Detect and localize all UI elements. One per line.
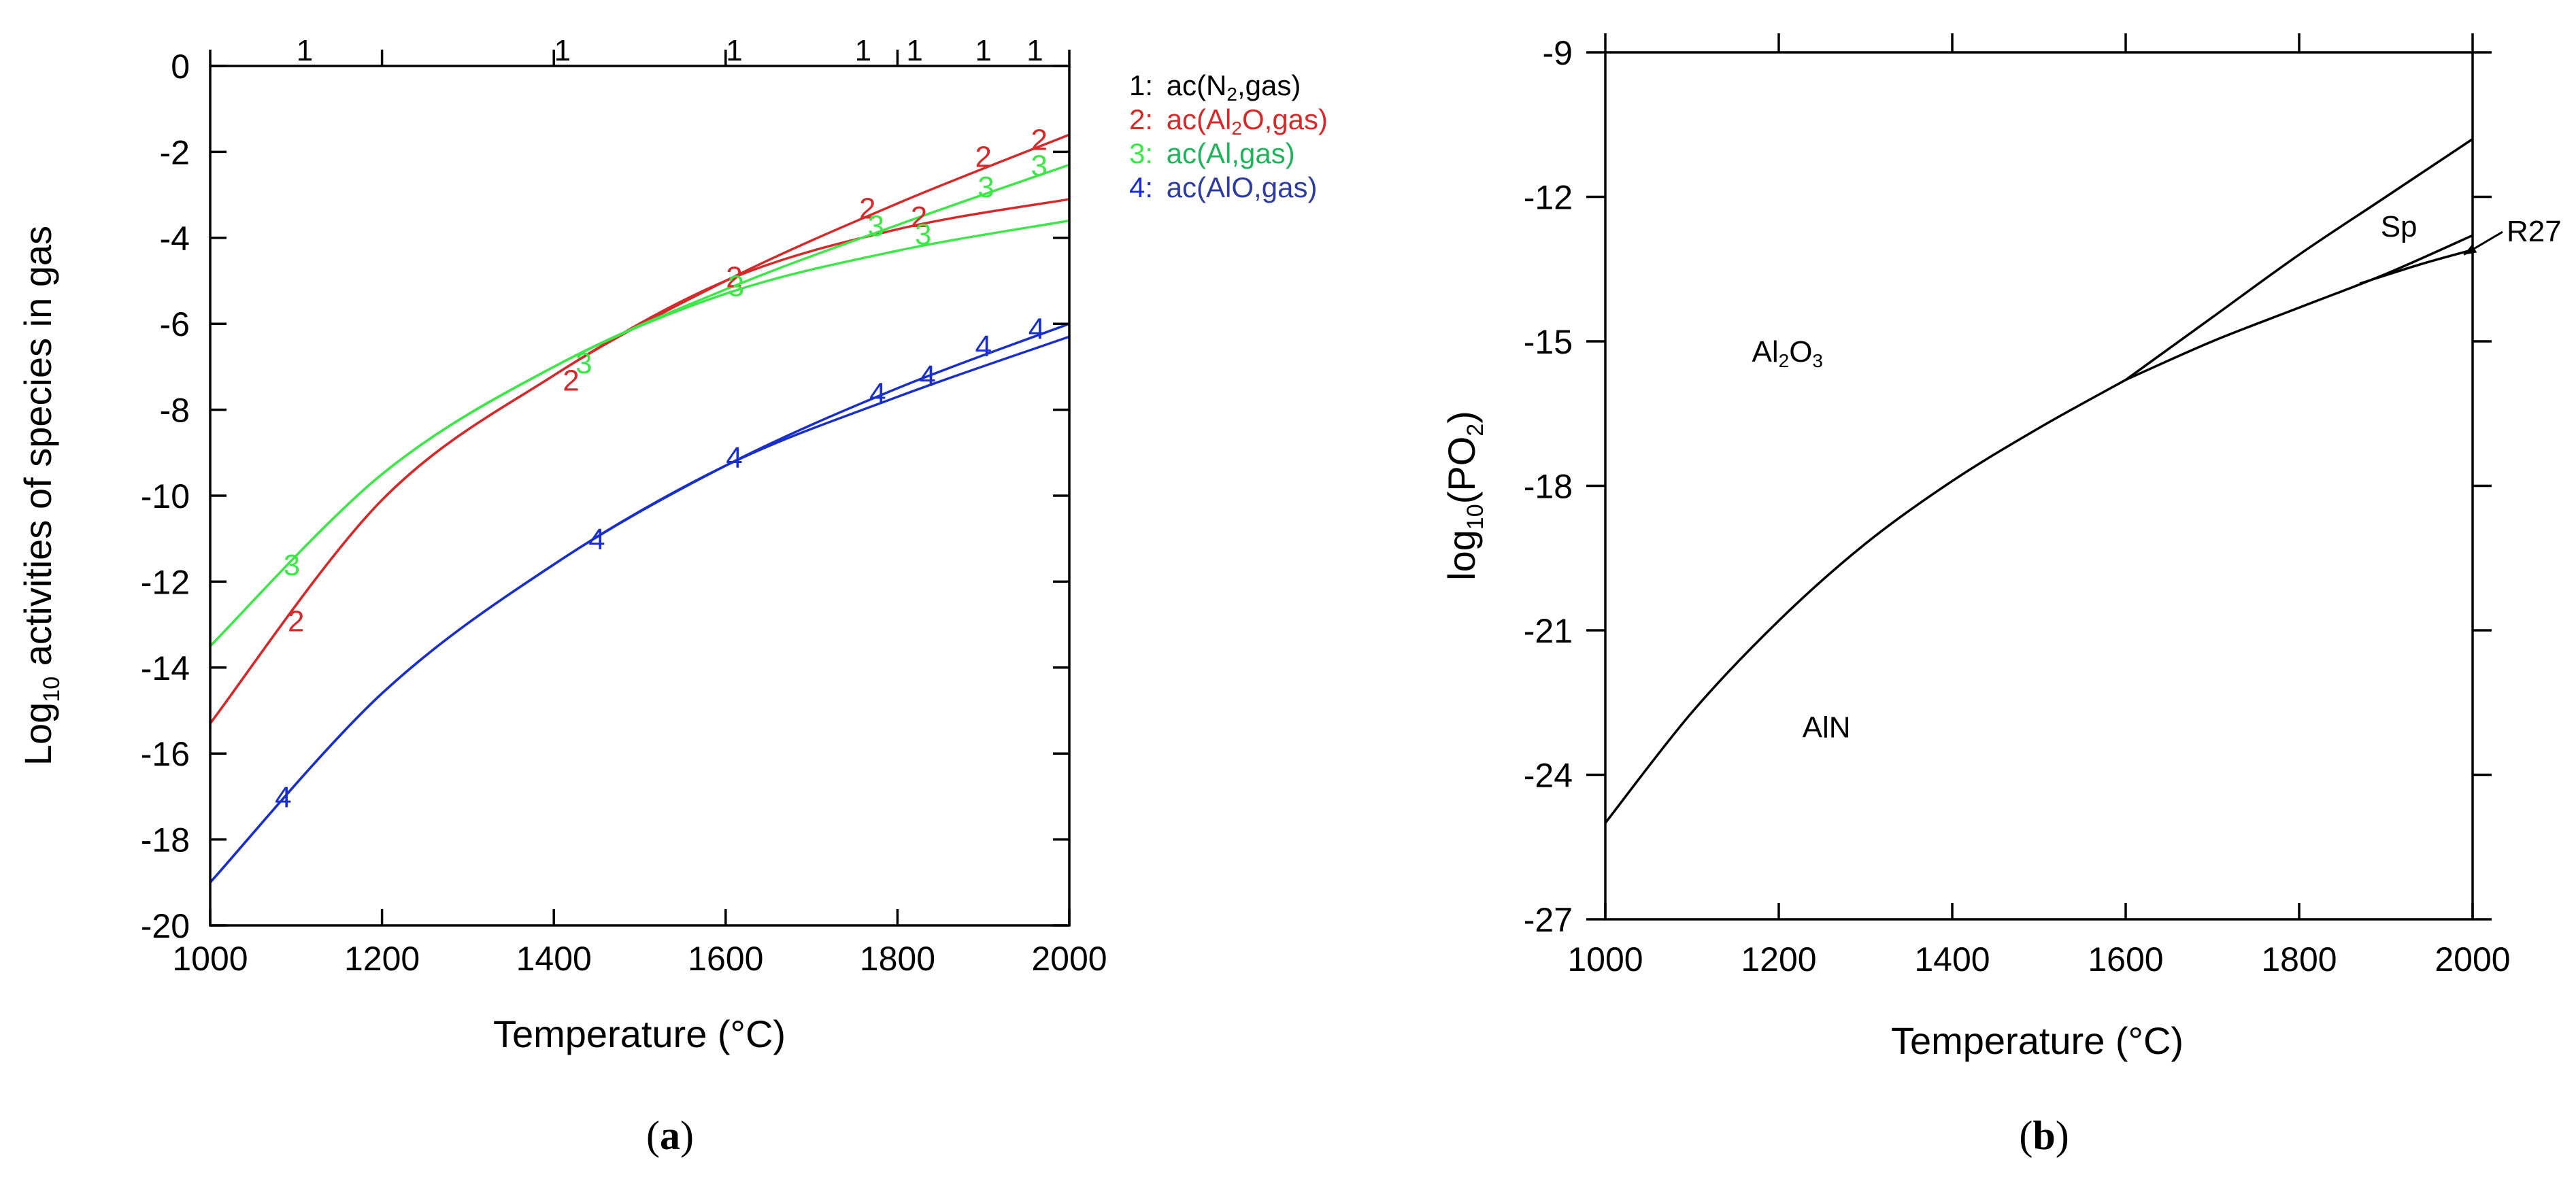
chart-a-curve-label: 3	[575, 347, 592, 380]
chart-b-y-tick-label: -18	[1524, 468, 1573, 506]
chart-b-boundaries	[1604, 138, 2473, 824]
chart-a-top-mark: 1	[1026, 34, 1043, 67]
chart-a-curve-label: 4	[869, 377, 886, 410]
chart-a-y-tick-label: -18	[141, 821, 190, 859]
chart-a-x-tick-label: 1400	[516, 940, 592, 978]
chart-b-y-tick-label: -24	[1524, 757, 1573, 795]
chart-a-curve-label: 3	[728, 269, 744, 303]
chart-a-x-tick-label: 1600	[688, 940, 763, 978]
chart-a-y-tick-label: -14	[141, 649, 190, 687]
chart-b-y-axis: -9 -12 -15 -18 -21 -24 -27	[1524, 34, 2492, 939]
chart-a-curve-label: 3	[977, 171, 994, 204]
chart-b-x-tick-label: 1800	[2261, 940, 2337, 978]
chart-a-series-line-1	[209, 133, 1070, 725]
chart-a-x-axis-title: Temperature (°C)	[493, 1012, 786, 1055]
chart-a-series-line-5	[209, 322, 1070, 883]
r27-arrowhead	[2464, 244, 2477, 255]
chart-a-caption: (a)	[646, 1113, 694, 1158]
chart-a-curve-label: 2	[859, 192, 875, 226]
chart-a-series-line-3	[209, 163, 1070, 647]
chart-b-x-tick-label: 1200	[1741, 940, 1816, 978]
chart-a-x-tick-label: 1000	[172, 940, 248, 978]
chart-b-boundary-line-2	[2124, 138, 2473, 381]
chart-a-curve-label: 2	[975, 141, 991, 174]
chart-a-y-axis-title: Log10 activities of species in gas	[16, 226, 65, 766]
chart-b-y-axis-title: log10(PO2)	[1440, 411, 1488, 581]
chart-b-y-tick-label: -27	[1524, 901, 1573, 939]
chart-a-y-tick-label: -10	[141, 477, 190, 515]
chart-b-regions: Al2O3 AlN Sp	[1752, 210, 2417, 745]
chart-a-curve-label: 3	[284, 549, 300, 582]
region-sp-label: Sp	[2381, 210, 2418, 243]
chart-a-curve-label: 2	[1031, 123, 1048, 156]
chart-b-x-tick-label: 1000	[1567, 940, 1643, 978]
chart-a-series-line-4	[209, 219, 1070, 647]
chart-a-series	[209, 133, 1070, 883]
chart-a-y-tick-label: -16	[141, 735, 190, 773]
chart-a-y-tick-label: -2	[160, 133, 190, 171]
chart-a-x-tick-label: 2000	[1031, 940, 1107, 978]
chart-a-x-tick-label: 1800	[860, 940, 935, 978]
chart-b-plot-frame	[1604, 51, 2474, 921]
chart-a-top-mark: 1	[726, 34, 742, 67]
chart-a-x-axis: 1000 1200 1400 1600 1800 2000	[172, 50, 1107, 978]
chart-b-y-tick-label: -12	[1524, 179, 1573, 217]
chart-a-y-tick-label: -4	[160, 220, 190, 258]
chart-a-curve-label: 2	[726, 261, 742, 294]
chart-a-y-tick-label: -6	[160, 305, 190, 343]
chart-a-top-mark: 1	[906, 34, 922, 67]
legend-entry-1: 1: ac(N2,gas)	[1129, 69, 1301, 105]
region-al2o3-label: Al2O3	[1752, 335, 1823, 371]
chart-a-y-axis: 0 -2 -4 -6 -8 -10 -12 -14 -16 -18 -20	[141, 48, 1069, 945]
legend-entry-3: 3: ac(Al,gas)	[1129, 137, 1295, 169]
chart-b-x-tick-label: 1600	[2088, 940, 2163, 978]
chart-b-boundary-line-3	[2125, 234, 2473, 381]
chart-a-y-tick-label: -12	[141, 563, 190, 601]
chart-b-x-tick-label: 1400	[1914, 940, 1990, 978]
chart-a-curve-label: 4	[275, 781, 291, 814]
chart-a-curve-label: 4	[919, 360, 935, 393]
chart-a-curve-label: 2	[288, 604, 304, 638]
chart-a-series-line-6	[209, 335, 1070, 883]
chart-a-y-tick-label: -8	[160, 392, 190, 430]
chart-a-curve-label: 3	[915, 218, 931, 251]
chart-b-y-tick-label: -9	[1543, 34, 1573, 72]
chart-a-series-line-2	[209, 198, 1070, 725]
chart-a-top-mark: 1	[554, 34, 571, 67]
chart-b-x-axis-title: Temperature (°C)	[1891, 1019, 2184, 1062]
chart-a-curve-label: 2	[563, 364, 579, 397]
chart-b-caption: (b)	[2019, 1113, 2069, 1158]
chart-b-boundary-line-1	[1604, 379, 2126, 824]
chart-a-curve-label: 4	[588, 523, 605, 556]
chart-a-y-tick-label: -20	[141, 907, 190, 945]
chart-a-x-tick-label: 1200	[344, 940, 420, 978]
chart-a-curve-label: 3	[868, 209, 884, 243]
chart-b-y-tick-label: -15	[1524, 323, 1573, 361]
chart-a-legend: 1: ac(N2,gas) 2: ac(Al2O,gas) 3: ac(Al,g…	[1129, 69, 1328, 203]
chart-a-curve-label: 4	[726, 441, 742, 475]
chart-a-top-mark: 1	[975, 34, 991, 67]
chart-a-curve-label: 2	[911, 201, 927, 234]
chart-a-top-marks: 1 1 1 1 1 1 1	[297, 34, 1043, 67]
chart-b-x-axis: 1000 1200 1400 1600 1800 2000	[1567, 33, 2511, 978]
legend-entry-4: 4: ac(AlO,gas)	[1129, 171, 1317, 203]
chart-a-top-mark: 1	[297, 34, 313, 67]
legend-entry-2: 2: ac(Al2O,gas)	[1129, 103, 1328, 139]
chart-b-y-tick-label: -21	[1524, 612, 1573, 650]
r27-label: R27	[2507, 215, 2562, 248]
chart-a-plot-frame	[209, 65, 1071, 927]
chart-a-y-tick-label: 0	[171, 48, 190, 86]
chart-b-boundary-line-4	[2359, 248, 2473, 285]
chart-b-x-tick-label: 2000	[2435, 940, 2510, 978]
region-aln-label: AlN	[1803, 711, 1851, 745]
chart-a-curve-label: 4	[1028, 313, 1045, 346]
chart-a-curve-label: 4	[975, 330, 991, 363]
chart-a-curve-label: 3	[1031, 149, 1048, 182]
chart-b-r27-annotation: R27	[2463, 215, 2562, 256]
chart-b: 1000 1200 1400 1600 1800 2000 -9-12-15-18-21-…	[1440, 33, 2562, 1158]
chart-a-top-mark: 1	[855, 34, 871, 67]
